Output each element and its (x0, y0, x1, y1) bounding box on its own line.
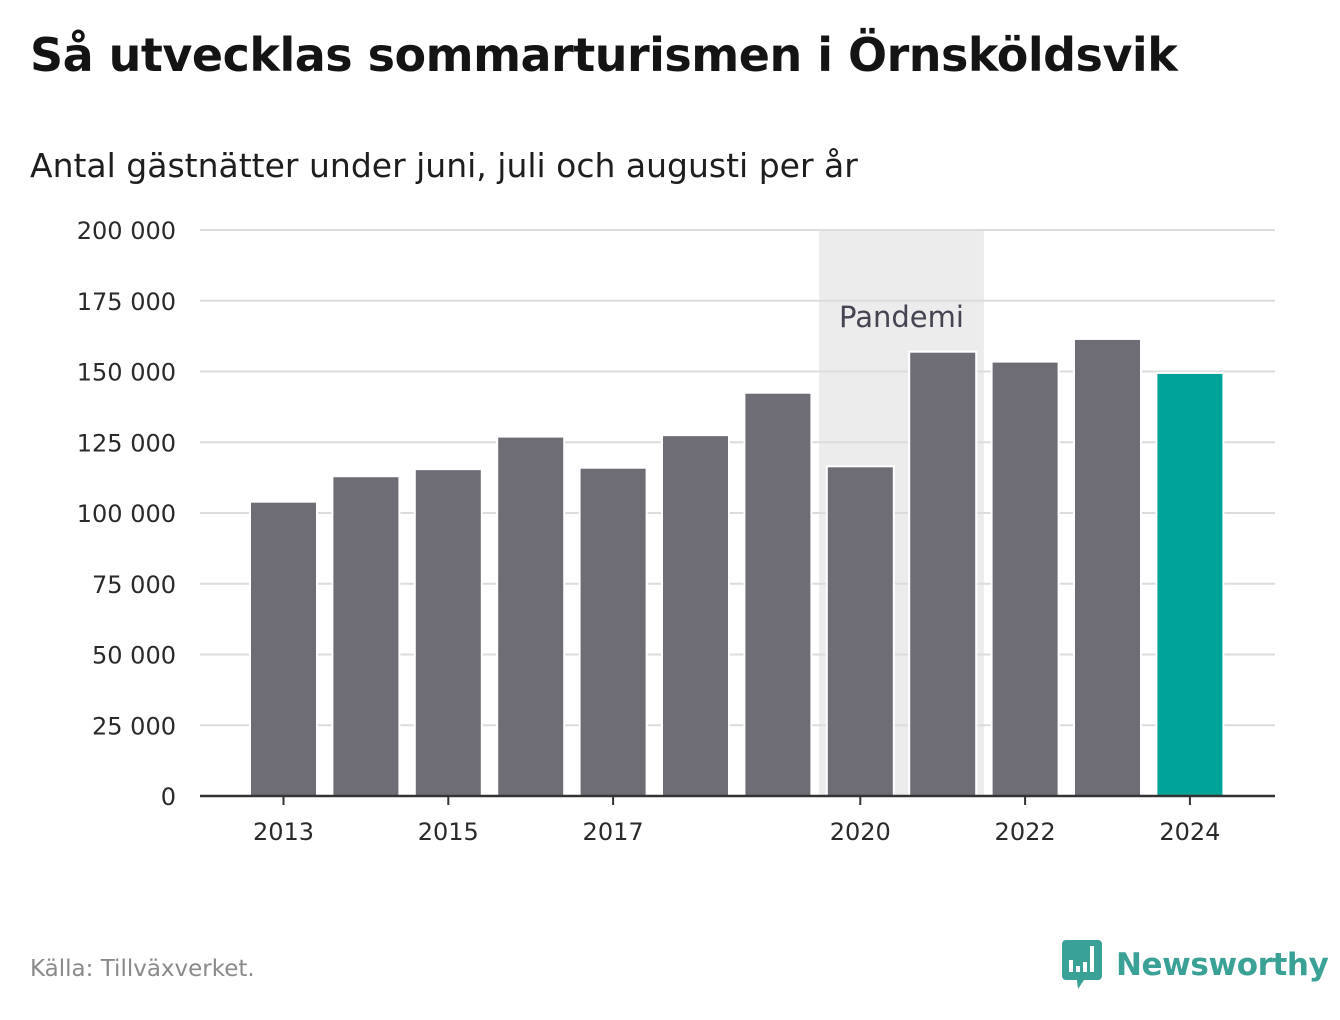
newsworthy-logo-icon (1062, 940, 1102, 989)
x-axis-tick-labels: 2013 2015 2017 2020 2022 2024 (253, 818, 1220, 846)
pandemic-label: Pandemi (839, 300, 964, 334)
x-tick-label: 2022 (995, 818, 1056, 846)
bar (908, 350, 978, 797)
brand-name: Newsworthy (1116, 947, 1329, 983)
y-tick-label: 150 000 (77, 359, 176, 387)
bar (331, 475, 401, 797)
bar (578, 466, 648, 797)
bar (825, 465, 895, 797)
x-tick-label: 2017 (583, 818, 644, 846)
bar-chart: 0 25 000 50 000 75 000 100 000 125 000 150 000… (77, 217, 1275, 846)
x-tick-label: 2015 (418, 818, 479, 846)
y-tick-label: 125 000 (77, 429, 176, 457)
x-axis (200, 794, 1275, 805)
bar (1073, 337, 1142, 797)
annotation-layer: Pandemi (839, 300, 964, 334)
y-tick-label: 0 (161, 783, 176, 811)
source-note: Källa: Tillväxverket. (30, 956, 255, 982)
bar (413, 468, 483, 797)
bars (249, 337, 1225, 797)
bar (661, 434, 730, 797)
y-tick-label: 75 000 (92, 571, 176, 599)
x-tick-label: 2013 (253, 818, 314, 846)
x-tick-label: 2020 (830, 818, 891, 846)
y-tick-label: 175 000 (77, 288, 176, 316)
chart-subtitle: Antal gästnätter under juni, juli och au… (30, 146, 858, 185)
y-tick-label: 50 000 (92, 642, 176, 670)
bar (1155, 371, 1225, 797)
y-tick-label: 25 000 (92, 712, 176, 740)
bar (990, 360, 1060, 797)
brand-logo[interactable]: Newsworthy (1062, 940, 1329, 990)
y-tick-label: 100 000 (77, 500, 176, 528)
y-axis-tick-labels: 0 25 000 50 000 75 000 100 000 125 000 150 000… (77, 217, 176, 811)
chart-title: Så utvecklas sommarturismen i Örnsköldsv… (30, 28, 1178, 82)
bar (496, 435, 566, 797)
y-tick-label: 200 000 (77, 217, 176, 245)
bar (743, 391, 813, 797)
x-tick-label: 2024 (1159, 818, 1220, 846)
bar (249, 500, 318, 797)
